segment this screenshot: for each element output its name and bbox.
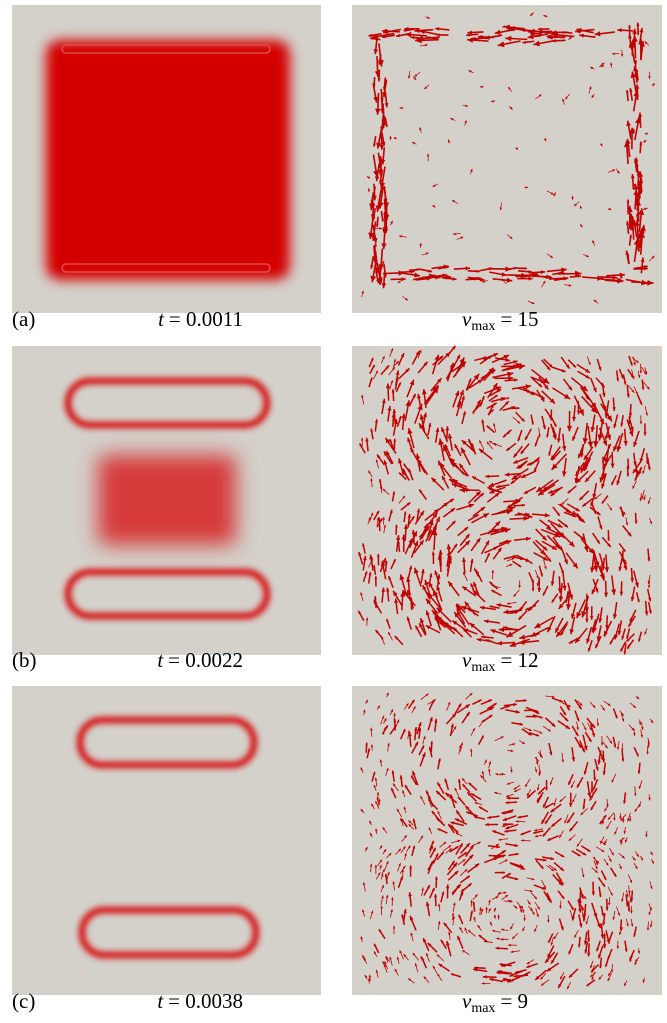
time-caption: t= 0.0022	[157, 648, 243, 672]
velocity-subscript: max	[471, 319, 495, 334]
time-caption: t= 0.0038	[157, 989, 243, 1013]
velocity-subscript: max	[471, 660, 495, 675]
density-panel	[12, 686, 321, 995]
density-region	[98, 455, 236, 545]
velocity-value: = 9	[500, 989, 528, 1013]
time-caption: t= 0.0011	[158, 307, 243, 331]
page: (a)t= 0.0011vmax= 15(b)t= 0.0022vmax= 12…	[0, 0, 667, 1023]
time-value: = 0.0038	[168, 989, 243, 1013]
density-region	[46, 40, 290, 280]
panel-label: (b)	[12, 648, 37, 672]
figure: (a)t= 0.0011vmax= 15(b)t= 0.0022vmax= 12…	[0, 0, 667, 1023]
velocity-value: = 15	[500, 307, 538, 331]
velocity-subscript: max	[471, 1001, 495, 1016]
panel-label: (c)	[12, 989, 35, 1013]
panel-label: (a)	[12, 307, 35, 331]
velocity-panel	[352, 5, 662, 313]
time-value: = 0.0022	[168, 648, 243, 672]
velocity-value: = 12	[500, 648, 538, 672]
time-value: = 0.0011	[169, 307, 243, 331]
